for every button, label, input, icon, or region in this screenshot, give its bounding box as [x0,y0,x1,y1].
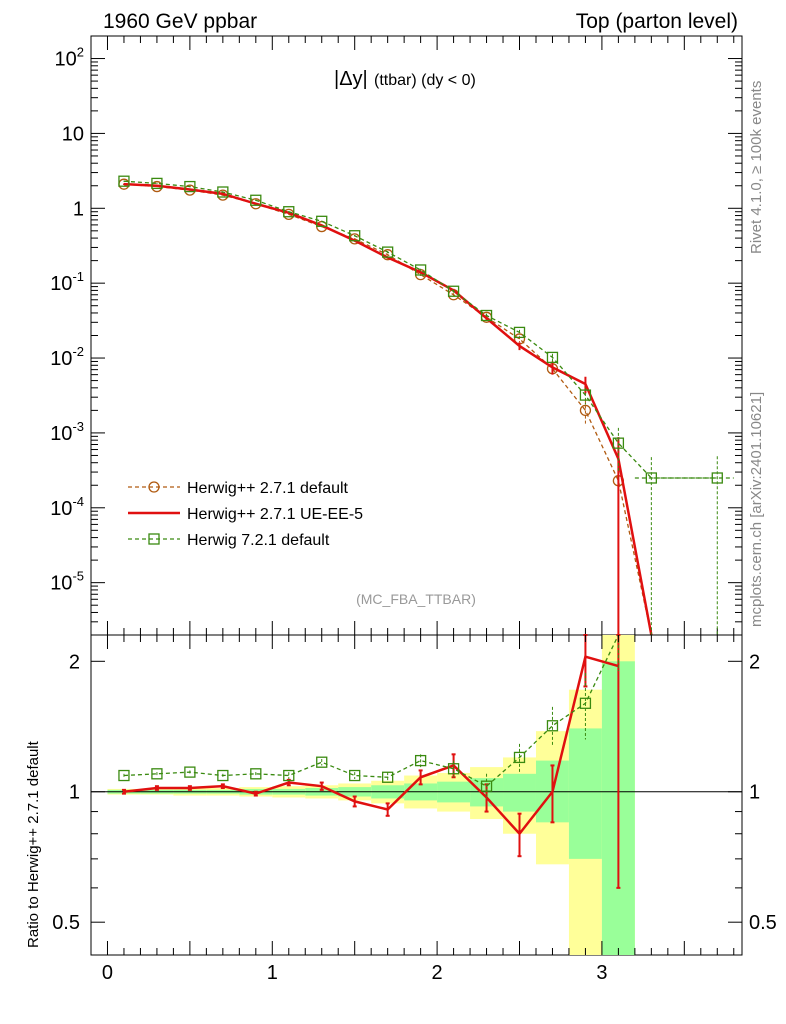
ratio-y-tick-label-right: 1 [749,782,760,804]
legend-label-herwig7-default: Herwig 7.2.1 default [187,532,330,549]
main-series-layer [118,175,734,636]
data-point-square [414,264,427,276]
ratio-line-1 [123,634,619,787]
y-tick-label: 10-3 [50,419,84,445]
energy-title: 1960 GeV ppbar [103,10,257,33]
ratio-y-axis-label: Ratio to Herwig++ 2.7.1 default [25,740,42,948]
ratio-point-square [579,697,592,709]
process-title: Top (parton level) [576,10,738,33]
ratio-bands-layer [107,635,635,955]
y-tick-label: 10-2 [50,344,84,370]
data-point-square [612,437,625,449]
data-point-square [217,186,229,198]
data-point-square [546,351,559,364]
legend-label-herwigpp-default: Herwig++ 2.7.1 default [187,480,349,497]
ratio-y-tick-label-left: 1 [69,782,80,804]
chart-title-main: |Δy| [334,68,368,90]
ratio-point-square [513,751,526,764]
legend-label-herwigpp-ueee5: Herwig++ 2.7.1 UE-EE-5 [187,506,363,523]
ratio-point-square [283,769,295,782]
ratio-y-tick-labels: 0.5 0.5 1 1 2 2 [52,651,777,934]
series-line-2 [123,180,718,479]
ratio-point-square [250,768,262,780]
data-point-square [447,285,460,297]
ratio-point-square [414,754,427,767]
main-axis-ticks [91,35,742,636]
data-point-circle [579,404,592,417]
ratio-y-tick-label-right: 0.5 [749,912,777,934]
data-point-square [349,230,361,242]
chart-title-sub: (ttbar) (dy < 0) [374,72,476,89]
data-point-square [316,215,328,227]
legend: Herwig++ 2.7.1 default Herwig++ 2.7.1 UE… [128,480,363,549]
y-tick-label: 10 [62,123,84,145]
main-y-tick-labels: 102 10 1 10-1 10-2 10-3 10-4 10-5 [50,45,84,595]
analysis-tag: (MC_FBA_TTBAR) [356,591,476,607]
ratio-point-square [184,766,196,778]
ratio-point-square [151,768,163,780]
legend-marker-square [148,533,160,545]
data-point-square [283,206,295,218]
mcplots-label: mcplots.cern.ch [arXiv:2401.10621] [748,392,765,627]
ratio-point-square [349,769,361,782]
rivet-label: Rivet 4.1.0, ≥ 100k events [748,81,765,254]
y-tick-label: 10-4 [50,494,84,520]
data-point-square [184,180,196,193]
ratio-line-0 [123,655,619,836]
y-tick-label: 10-5 [50,569,84,595]
ratio-y-tick-label-left: 0.5 [52,912,80,934]
green-band [503,773,536,812]
x-tick-label: 2 [432,962,443,984]
ratio-point-square [316,756,328,768]
y-tick-label: 102 [55,45,84,71]
ratio-point-square [118,769,130,782]
y-tick-label: 1 [73,198,84,220]
green-band [568,728,602,859]
data-point-square [118,175,130,187]
ratio-y-tick-label-right: 2 [749,651,760,673]
data-point-square [579,389,592,401]
x-tick-labels: 0 1 2 3 [102,962,608,984]
ratio-axis-ticks [91,635,742,955]
data-point-square [250,194,262,206]
ratio-point-square [447,763,460,775]
legend-marker-circle [148,481,160,493]
x-tick-label: 0 [102,962,113,984]
x-tick-label: 3 [596,962,607,984]
y-tick-label: 10-1 [50,269,84,295]
ratio-point-square [546,720,559,732]
x-tick-label: 1 [267,962,278,984]
ratio-point-square [217,769,229,782]
ratio-frame [90,634,743,956]
data-point-square [513,326,526,339]
data-point-square [382,246,394,258]
ratio-point-square [480,780,493,792]
data-point-square [480,309,493,322]
data-point-square [151,177,163,190]
ratio-point-square [382,771,394,783]
ratio-y-tick-label-left: 2 [69,651,80,673]
